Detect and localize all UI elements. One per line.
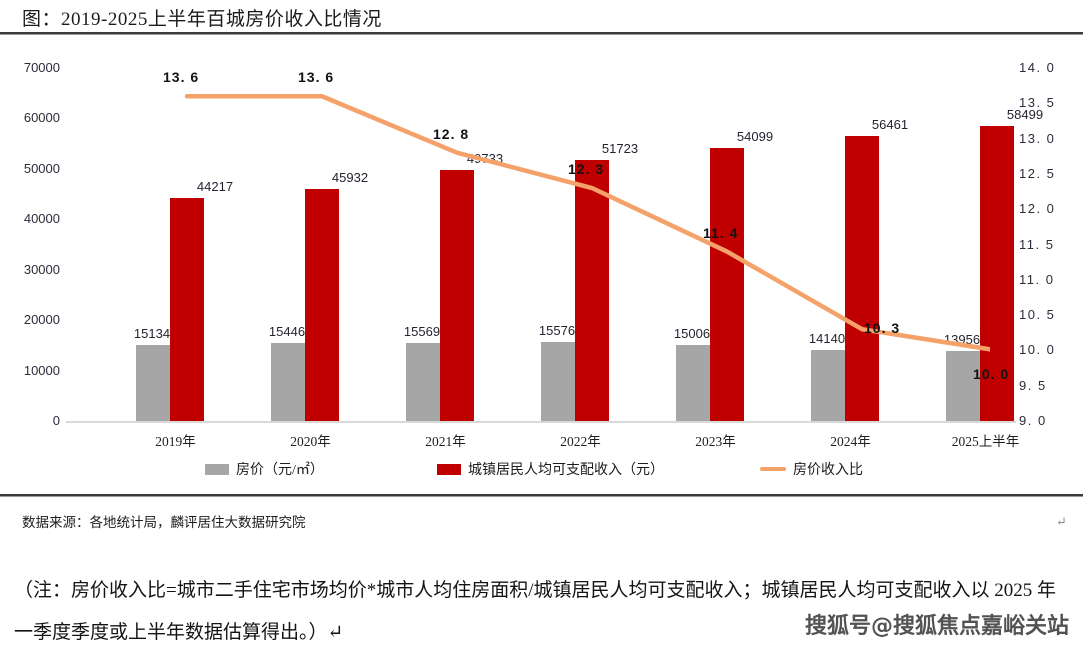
bar-group: 15569 49733 — [378, 68, 513, 421]
legend-item: 房价（元/㎡） — [205, 459, 324, 479]
bar-value-label: 15569 — [403, 323, 441, 339]
bar-income — [170, 198, 204, 421]
legend-label: 房价收入比 — [793, 463, 863, 478]
y-axis-right-tick: 11. 5 — [1019, 236, 1055, 252]
bar-income — [575, 160, 609, 421]
plot-area: 15134 44217 15446 45932 15569 49733 15576 51723… — [92, 68, 1043, 421]
line-value-label: 11. 4 — [703, 224, 739, 241]
y-axis-right-tick: 10. 5 — [1019, 307, 1056, 323]
x-axis-tick-label: 2019年 — [155, 434, 196, 449]
watermark: 搜狐号@搜狐焦点嘉峪关站 — [805, 614, 1070, 639]
bar-house-price — [676, 345, 710, 421]
y-axis-left-tick: 50000 — [23, 160, 60, 176]
y-axis-right-tick: 12. 0 — [1019, 201, 1056, 217]
bar-group: 15134 44217 — [108, 68, 243, 421]
line-value-label: 13. 6 — [298, 69, 335, 86]
data-source-text: 数据来源：各地统计局，麟评居住大数据研究院 — [22, 515, 306, 530]
bar-income — [305, 189, 339, 421]
chart-canvas: 70000 60000 50000 40000 30000 20000 10000 0 14.… — [0, 40, 1083, 490]
line-value-label: 13. 6 — [163, 69, 200, 86]
bar-house-price — [811, 349, 845, 421]
bar-house-price — [406, 342, 440, 421]
y-axis-left-tick: 20000 — [23, 312, 60, 328]
legend-swatch-icon — [437, 463, 461, 475]
x-axis-tick-label: 2022年 — [560, 434, 601, 449]
legend-label: 房价（元/㎡） — [236, 463, 324, 478]
x-axis-tick-label: 2023年 — [695, 434, 736, 449]
bar-group: 15446 45932 — [243, 68, 378, 421]
line-value-label: 10. 3 — [864, 320, 901, 337]
x-axis-tick-label: 2020年 — [290, 434, 331, 449]
bar-value-label: 15006 — [673, 326, 711, 342]
y-axis-right-tick: 9. 0 — [1019, 413, 1047, 428]
bar-value-label: 15134 — [133, 325, 171, 341]
bar-group: 15006 54099 — [648, 68, 783, 421]
bar-house-price — [136, 344, 170, 421]
y-axis-left-tick: 40000 — [23, 211, 60, 227]
legend-item: 房价收入比 — [760, 459, 863, 479]
bar-house-price — [271, 343, 305, 421]
bar-group: 15576 51723 — [513, 68, 648, 421]
legend-swatch-icon — [760, 467, 786, 471]
footer-divider — [0, 494, 1083, 497]
line-value-label: 12. 3 — [568, 161, 605, 178]
legend-swatch-icon — [205, 463, 229, 475]
line-value-label: 12. 8 — [433, 125, 470, 142]
line-value-label: 10. 0 — [973, 366, 1010, 383]
x-axis-tick-label: 2024年 — [830, 434, 871, 449]
y-axis-left-tick: 10000 — [23, 362, 60, 378]
bar-value-label: 15576 — [538, 323, 576, 339]
y-axis-right-tick: 12. 5 — [1019, 165, 1056, 181]
y-axis-left-tick: 60000 — [23, 110, 60, 126]
bar-income — [845, 136, 879, 421]
bar-value-label: 14140 — [808, 330, 846, 346]
note-text: （注：房价收入比=城市二手住宅市场均价*城市人均住房面积/城镇居民人均可支配收入… — [14, 580, 1056, 643]
y-axis-right-tick: 13. 0 — [1019, 130, 1056, 146]
bar-value-label: 13956 — [943, 331, 981, 347]
page-title: 图：2019-2025上半年百城房价收入比情况 — [22, 9, 382, 30]
bar-group: 14140 56461 — [783, 68, 918, 421]
y-axis-left-tick: 70000 — [23, 60, 60, 75]
x-axis-baseline — [66, 421, 1016, 423]
bar-house-price — [946, 350, 980, 421]
bar-house-price — [541, 342, 575, 421]
y-axis-right-tick: 14. 0 — [1019, 60, 1056, 75]
legend-label: 城镇居民人均可支配收入（元） — [468, 463, 664, 478]
y-axis-left-tick: 0 — [52, 413, 60, 428]
y-axis-right-tick: 9. 5 — [1019, 377, 1047, 393]
bar-value-label: 58499 — [1006, 107, 1044, 122]
chart-legend: 房价（元/㎡） 城镇居民人均可支配收入（元） 房价收入比 — [0, 455, 1083, 485]
y-axis-right-tick: 11. 0 — [1019, 271, 1055, 287]
x-axis-tick-label: 2025上半年 — [951, 434, 1020, 449]
bar-income — [710, 148, 744, 421]
legend-item: 城镇居民人均可支配收入（元） — [437, 459, 664, 479]
bar-value-label: 15446 — [268, 324, 306, 340]
header-divider — [0, 32, 1083, 35]
paragraph-mark-icon: ↵ — [1056, 514, 1067, 529]
x-axis-tick-label: 2021年 — [425, 434, 466, 449]
y-axis-right-tick: 13. 5 — [1019, 95, 1056, 111]
y-axis-left-tick: 30000 — [23, 261, 60, 277]
y-axis-right-tick: 10. 0 — [1019, 342, 1056, 358]
bar-income — [440, 170, 474, 421]
